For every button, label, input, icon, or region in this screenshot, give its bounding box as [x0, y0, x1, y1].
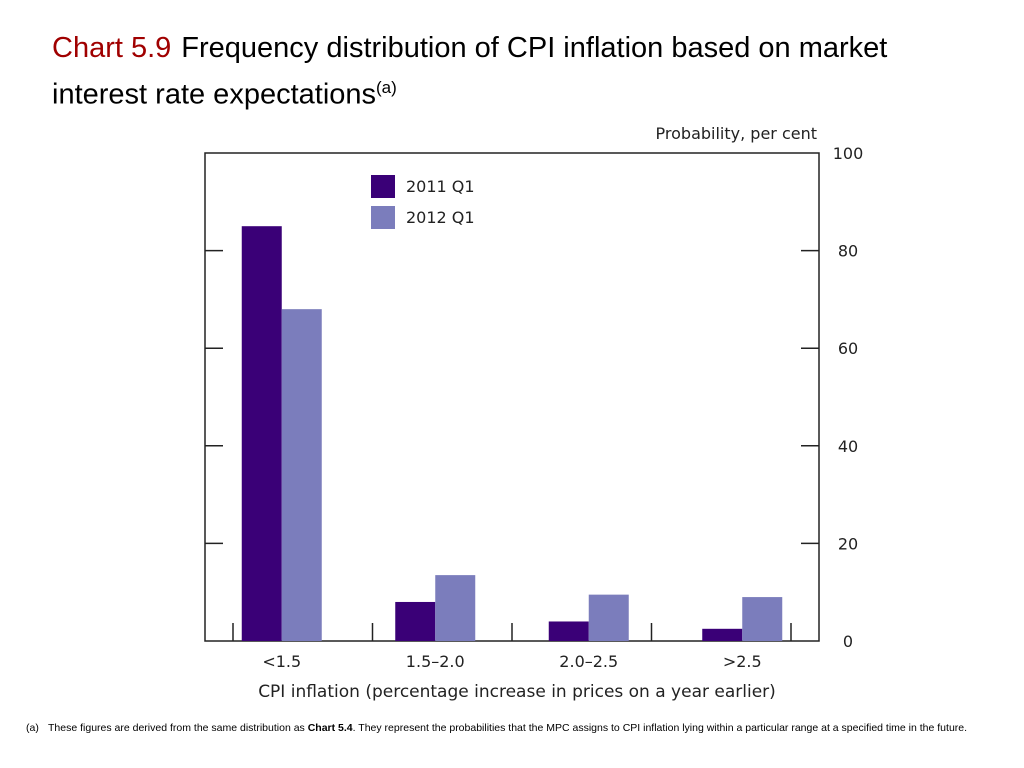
y-tick-label: 80: [838, 242, 858, 261]
x-tick-label: 1.5–2.0: [406, 652, 465, 671]
bar-series1: [548, 621, 589, 641]
y-tick-label: 20: [838, 534, 858, 553]
x-tick-label: 2.0–2.5: [559, 652, 618, 671]
footnote-mark: (a): [26, 722, 39, 734]
title-footnote-mark: (a): [376, 78, 397, 97]
bar-series2: [742, 597, 783, 641]
bar-series1: [241, 226, 282, 641]
y-axis-label: Probability, per cent: [656, 124, 817, 143]
footnote-text-after: . They represent the probabilities that …: [352, 722, 968, 734]
y-tick-label: 100: [833, 144, 864, 163]
footnote-chart-ref: Chart 5.4: [307, 722, 353, 734]
footnote-text-before: These figures are derived from the same …: [48, 722, 308, 734]
footnote: (a) These figures are derived from the sa…: [26, 722, 986, 735]
y-tick-label: 60: [838, 339, 858, 358]
x-tick-label: >2.5: [723, 652, 762, 671]
bar-series2: [281, 309, 322, 641]
y-tick-label: 0: [843, 632, 853, 651]
chart-title: Chart 5.9 Frequency distribution of CPI i…: [52, 28, 982, 115]
bar-series1: [702, 628, 743, 641]
x-axis-label: CPI inflation (percentage increase in pr…: [258, 682, 776, 702]
y-tick-label: 40: [838, 437, 858, 456]
chart-title-text: Frequency distribution of CPI inflation …: [52, 32, 888, 111]
legend-label: 2011 Q1: [406, 177, 475, 196]
bar-chart: 0 20 40 60 80 100 Probability, per cent <1.5 1.5…: [204, 124, 864, 702]
legend-swatch: [371, 206, 395, 229]
bar-series1: [395, 601, 436, 641]
legend-label: 2012 Q1: [406, 208, 475, 227]
legend-swatch: [371, 175, 395, 198]
bar-series2: [435, 575, 476, 641]
chart-number: Chart 5.9: [52, 32, 172, 64]
x-tick-label: <1.5: [262, 652, 301, 671]
bar-series2: [588, 594, 629, 641]
